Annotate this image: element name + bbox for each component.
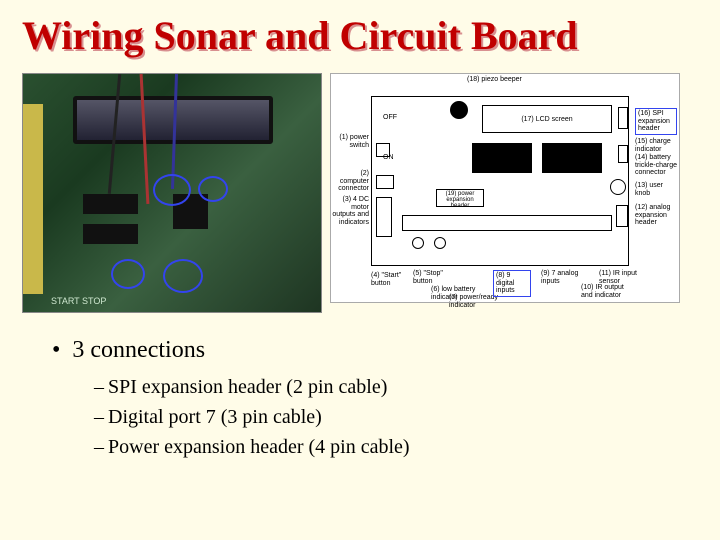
photo-highlight-circle [198, 176, 228, 202]
bullet-sub-text: SPI expansion header (2 pin cable) [108, 376, 387, 398]
diagram-user-knob [610, 179, 626, 195]
diagram-label-digital: (8) 9 digital inputs [493, 270, 531, 297]
diagram-label-start: (4) "Start" button [371, 272, 403, 287]
circuit-photo: START STOP [22, 73, 322, 313]
diagram-label-knob: (13) user knob [635, 182, 677, 197]
photo-highlight-circle [111, 259, 145, 289]
bullet-sub-text: Power expansion header (4 pin cable) [108, 436, 410, 458]
diagram-label-analog-in: (9) 7 analog inputs [541, 270, 579, 285]
diagram-label-piezo: (18) piezo beeper [467, 76, 522, 84]
bullet-main: • 3 connections [52, 337, 698, 364]
bullet-sub-text: Digital port 7 (3 pin cable) [108, 406, 322, 428]
diagram-label-motor: (3) 4 DC motor outputs and indicators [331, 196, 369, 227]
diagram-label-ir-in: (11) IR input sensor [599, 270, 639, 285]
bullet-sub: –Digital port 7 (3 pin cable) [94, 402, 698, 432]
diagram-trickle-conn [618, 145, 628, 163]
diagram-label-on: ON [383, 154, 394, 162]
diagram-stop-btn [434, 237, 446, 249]
diagram-label-spi: (16) SPI expansion header [635, 108, 677, 135]
photo-side-edge [23, 104, 43, 294]
photo-highlight-circle [163, 259, 203, 293]
diagram-label-off: OFF [383, 114, 397, 122]
diagram-label-analog-hdr: (12) analog expansion header [635, 204, 679, 227]
diagram-center-block [542, 143, 602, 173]
diagram-label-stop: (5) "Stop" button [413, 270, 443, 285]
photo-chip [83, 224, 138, 244]
diagram-label-computer: (2) computer connector [333, 170, 369, 193]
diagram-analog-header [616, 205, 628, 227]
diagram-label-charge: (15) charge indicator [635, 138, 677, 153]
diagram-label-ir-out: (10) IR output and indicator [581, 284, 629, 299]
bullet-sub: –Power expansion header (4 pin cable) [94, 432, 698, 462]
diagram-bottom-header-row [402, 215, 612, 231]
diagram-power-exp-highlight: (19) power expansion header [436, 189, 484, 207]
bullet-list: • 3 connections –SPI expansion header (2… [22, 337, 698, 462]
diagram-start-btn [412, 237, 424, 249]
diagram-spi-header [618, 107, 628, 129]
diagram-center-block [472, 143, 532, 173]
image-row: START STOP (17) LCD screen (19) power ex… [22, 73, 698, 313]
diagram-label-power-switch: (1) power switch [333, 134, 369, 149]
diagram-label-trickle: (14) battery trickle-charge connector [635, 154, 679, 177]
board-diagram: (17) LCD screen (19) power expansion hea… [330, 73, 680, 303]
diagram-motor-outputs [376, 197, 392, 237]
diagram-lcd: (17) LCD screen [482, 105, 612, 133]
bullet-sub: –SPI expansion header (2 pin cable) [94, 372, 698, 402]
bullet-main-text: 3 connections [72, 337, 205, 363]
photo-chip [83, 194, 138, 214]
diagram-computer-conn [376, 175, 394, 189]
photo-highlight-circle [153, 174, 191, 206]
diagram-board-outline: (17) LCD screen (19) power expansion hea… [371, 96, 629, 266]
slide-title: Wiring Sonar and Circuit Board [22, 12, 698, 59]
photo-bottom-text: START STOP [51, 296, 106, 306]
diagram-piezo [450, 101, 468, 119]
